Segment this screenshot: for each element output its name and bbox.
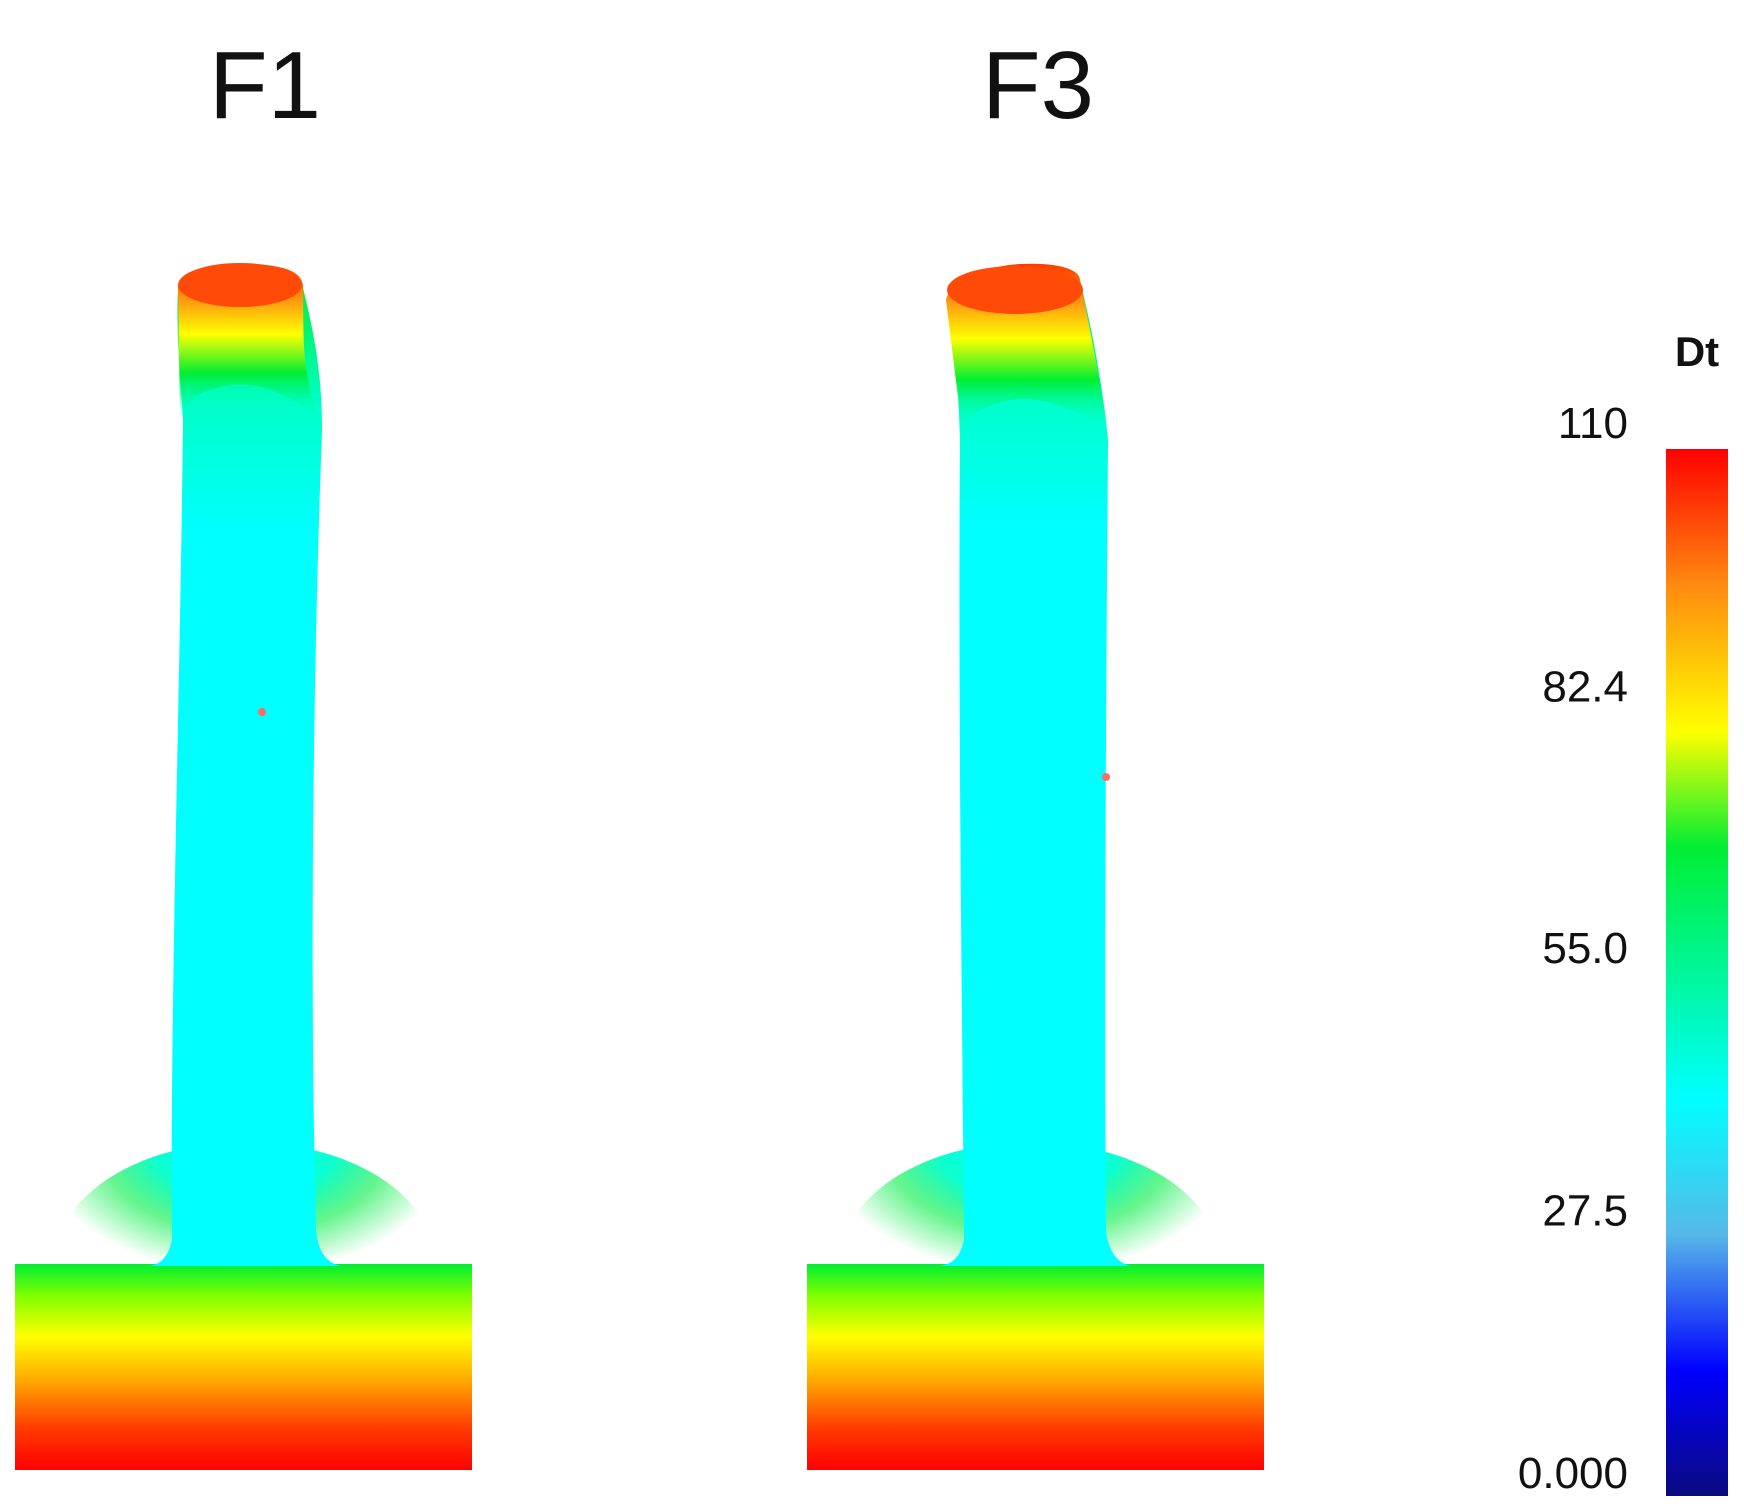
marker-dot-f1 [258,708,266,716]
colorbar-legend: Dt 110 82.4 55.0 27.5 0.000 [1518,328,1728,1498]
cap-top-f1 [178,263,302,307]
marker-dot-f3 [1102,773,1110,781]
panel-f1: F1 [15,32,472,1470]
colorbar-tick-label: 82.4 [1542,663,1628,712]
stem-f3 [940,280,1130,1266]
colorbar-scale [1666,449,1728,1496]
panel-title-f3: F3 [982,32,1094,139]
stem-f1 [150,288,340,1266]
colorbar-tick-label: 27.5 [1542,1187,1628,1236]
cap-top-f3 [947,266,1083,314]
panel-title-f1: F1 [209,32,321,139]
colorbar-tick-label: 55.0 [1542,924,1628,973]
panel-f3: F3 [807,32,1264,1470]
colorbar-tick-label: 0.000 [1518,1449,1628,1498]
colorbar-title: Dt [1675,328,1719,375]
colorbar-ticks: 110 82.4 55.0 27.5 0.000 [1518,399,1628,1498]
colorbar-tick-label: 110 [1558,399,1628,448]
